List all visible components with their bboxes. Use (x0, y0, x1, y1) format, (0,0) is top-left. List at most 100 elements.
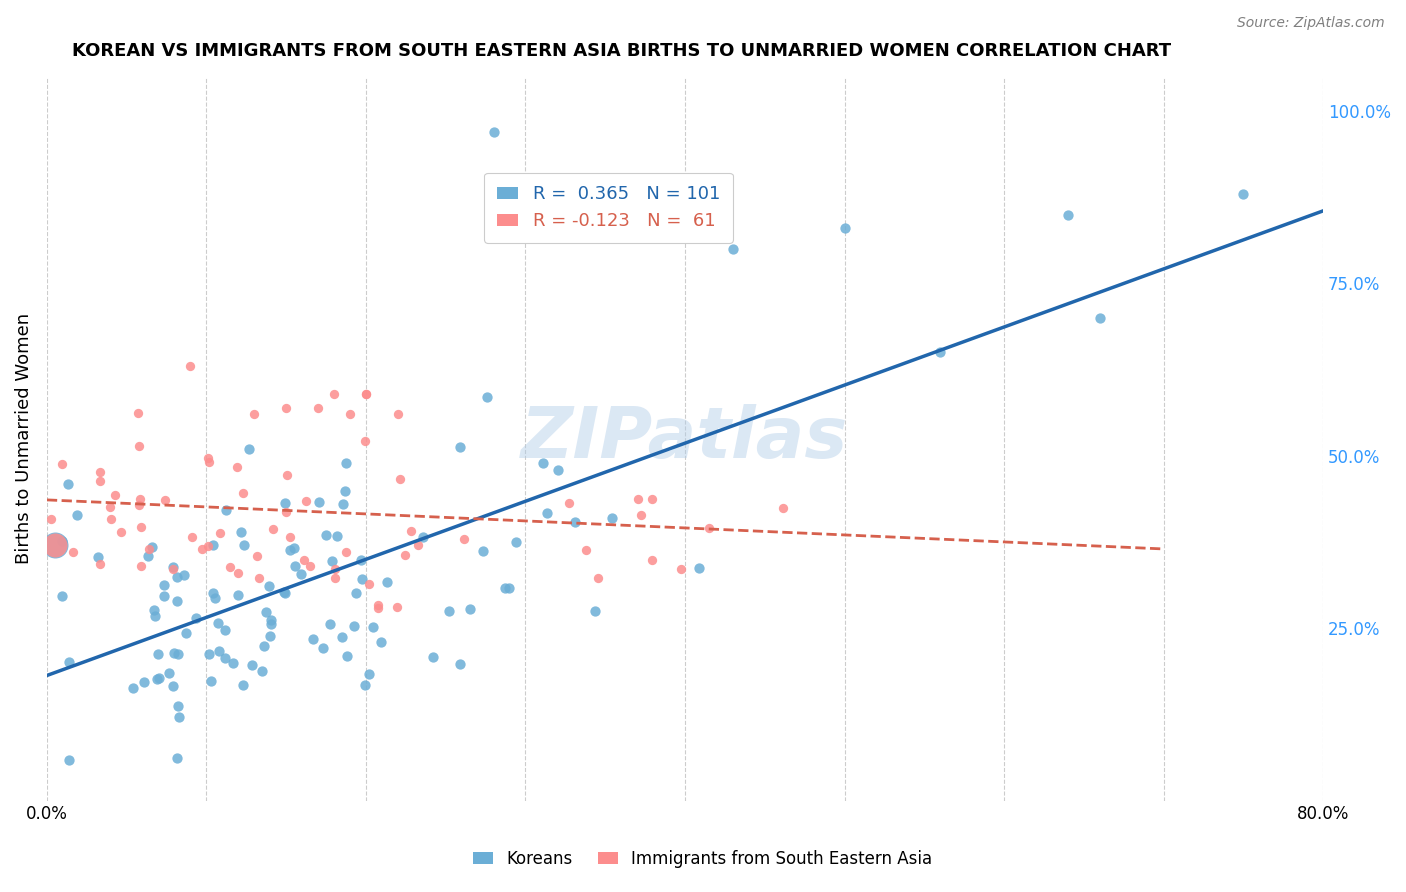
Point (145, 608, 167, 623)
Point (357, 576, 380, 591)
Point (367, 601, 389, 615)
Point (335, 545, 357, 559)
Point (505, 535, 527, 549)
Point (357, 666, 380, 681)
Point (301, 632, 323, 647)
Point (214, 651, 236, 665)
Point (198, 455, 221, 469)
Point (39, 512, 62, 526)
Point (335, 483, 357, 498)
Point (472, 544, 495, 558)
Point (128, 498, 150, 512)
Point (253, 640, 276, 654)
Point (166, 699, 188, 714)
Point (772, 501, 794, 516)
Point (138, 541, 160, 556)
Point (238, 442, 260, 457)
Point (449, 657, 471, 671)
Point (564, 515, 586, 529)
Point (110, 525, 132, 540)
Point (121, 681, 143, 695)
Point (370, 635, 392, 649)
Point (531, 456, 554, 470)
Text: ZIPatlas: ZIPatlas (522, 404, 849, 473)
Point (323, 572, 346, 586)
Point (437, 603, 460, 617)
Point (259, 629, 281, 643)
Point (44, 539, 66, 553)
Point (449, 440, 471, 454)
Point (834, 221, 856, 235)
Point (209, 526, 232, 541)
Point (387, 600, 409, 615)
Point (1057, 207, 1080, 221)
Point (131, 520, 153, 534)
Point (250, 665, 273, 679)
Point (292, 552, 315, 566)
Point (458, 602, 481, 616)
Point (475, 390, 498, 404)
Point (247, 571, 270, 585)
Point (173, 568, 195, 582)
Point (283, 541, 305, 555)
Y-axis label: Births to Unmarried Women: Births to Unmarried Women (15, 313, 32, 564)
Point (207, 615, 229, 630)
Point (163, 646, 186, 660)
Point (129, 559, 152, 574)
Point (284, 558, 307, 573)
Point (307, 401, 329, 415)
Point (354, 386, 377, 401)
Point (494, 581, 516, 595)
Point (929, 345, 952, 359)
Point (453, 533, 475, 547)
Point (387, 408, 409, 422)
Point (179, 359, 201, 374)
Point (86, 550, 108, 565)
Point (575, 542, 598, 557)
Point (375, 574, 398, 589)
Point (201, 538, 224, 552)
Point (222, 656, 245, 670)
Point (142, 602, 165, 616)
Point (58, 753, 80, 767)
Point (218, 559, 240, 574)
Point (274, 496, 297, 510)
Point (1232, 186, 1254, 201)
Point (394, 548, 416, 562)
Point (406, 538, 429, 552)
Point (51, 589, 73, 603)
Point (51, 534, 73, 549)
Point (153, 577, 176, 591)
Point (315, 527, 337, 541)
Point (233, 538, 256, 552)
Point (367, 598, 389, 612)
Point (153, 493, 176, 508)
Point (197, 539, 219, 553)
Point (162, 562, 184, 576)
Point (198, 647, 221, 661)
Point (153, 589, 176, 603)
Point (89, 474, 111, 488)
Point (191, 542, 214, 557)
Point (204, 591, 226, 605)
Point (226, 566, 249, 580)
Point (240, 658, 263, 673)
Point (1088, 310, 1111, 325)
Point (335, 649, 357, 664)
Point (184, 610, 207, 624)
Point (254, 605, 277, 619)
Point (44, 539, 66, 553)
Point (100, 511, 122, 525)
Point (162, 679, 184, 693)
Point (699, 521, 721, 535)
Point (290, 567, 312, 582)
Point (246, 549, 269, 563)
Point (276, 468, 298, 483)
Point (273, 585, 295, 599)
Point (335, 457, 357, 471)
Point (259, 617, 281, 632)
Point (274, 586, 297, 600)
Point (174, 626, 197, 640)
Point (350, 553, 373, 567)
Point (295, 494, 318, 508)
